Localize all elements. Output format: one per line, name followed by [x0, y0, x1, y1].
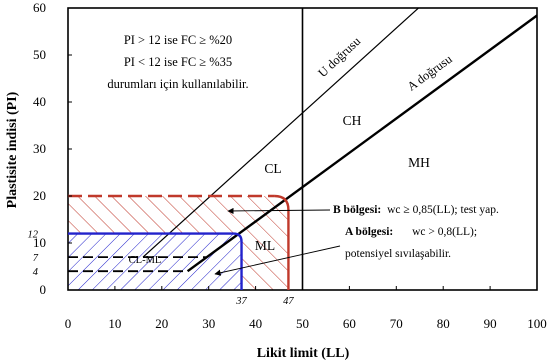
- zone-label-ch: CH: [343, 113, 362, 128]
- y-tick-label: 20: [33, 188, 46, 203]
- x-tick-label: 80: [437, 316, 450, 331]
- y-axis-label: Plastisite indisi (PI): [5, 91, 20, 208]
- a-line-label: A doğrusu: [405, 51, 456, 93]
- y-tick-label: 30: [33, 141, 46, 156]
- b-region-text: wc ≥ 0,85(LL); test yap.: [387, 204, 499, 216]
- zone-label-cl: CL: [264, 161, 281, 176]
- note-line-1: PI > 12 ise FC ≥ %20: [124, 33, 232, 47]
- x-tick-label: 90: [484, 316, 497, 331]
- y-tick-label: 10: [33, 235, 46, 250]
- a-region-arrow: [214, 245, 341, 276]
- u-line: [142, 8, 420, 258]
- x-tick-label: 100: [527, 316, 547, 331]
- x-extra-label: 37: [235, 296, 247, 307]
- zone-label-cl-ml: CL-ML: [129, 255, 162, 266]
- a-region-boundary: [68, 232, 243, 290]
- y-tick-label: 60: [33, 0, 46, 15]
- x-tick-label: 30: [202, 316, 215, 331]
- x-tick-label: 0: [65, 316, 72, 331]
- zone-label-ml: ML: [255, 238, 275, 253]
- x-tick-label: 20: [155, 316, 168, 331]
- y-tick-label: 40: [33, 94, 46, 109]
- a-region-hatch-fill: [68, 233, 242, 290]
- x-tick-label: 60: [343, 316, 356, 331]
- u-line-label: U doğrusu: [315, 34, 363, 81]
- y-tick-label: 0: [40, 282, 47, 297]
- zone-label-mh: MH: [408, 155, 430, 170]
- y-tick-label: 50: [33, 47, 46, 62]
- x-extra-label: 47: [283, 296, 294, 307]
- x-tick-label: 10: [108, 316, 121, 331]
- a-line: [186, 14, 537, 273]
- b-region-title: B bölgesi:: [333, 204, 381, 216]
- b-region-arrow: [227, 207, 331, 215]
- y-extra-label: 12: [28, 230, 39, 241]
- y-extra-label: 4: [33, 267, 39, 278]
- note-line-2: PI < 12 ise FC ≥ %35: [124, 55, 232, 69]
- y-extra-label: 7: [33, 253, 39, 264]
- note-line-3: durumları için kullanılabilir.: [107, 77, 248, 91]
- x-tick-label: 70: [390, 316, 403, 331]
- a-region-annotation: A bölgesi: wc > 0,8(LL);: [345, 226, 477, 238]
- x-axis-label: Likit limit (LL): [257, 346, 350, 361]
- b-region-annotation: B bölgesi: wc ≥ 0,85(LL); test yap.: [333, 204, 499, 216]
- a-region-text: wc > 0,8(LL);: [412, 226, 477, 238]
- x-tick-label: 40: [249, 316, 262, 331]
- a-region-title: A bölgesi:: [345, 226, 393, 238]
- a-region-annotation-2: potensiyel sıvılaşabilir.: [345, 248, 451, 260]
- x-tick-label: 50: [296, 316, 309, 331]
